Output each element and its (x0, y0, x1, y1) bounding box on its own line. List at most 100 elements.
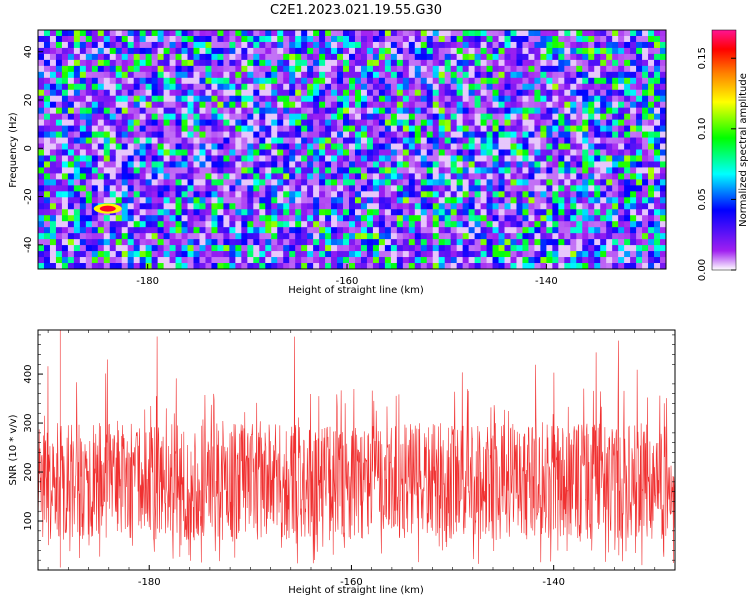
heatmap-cell (313, 77, 320, 85)
heatmap-cell (97, 119, 105, 127)
heatmap-cell (600, 71, 607, 79)
heatmap-cell (91, 30, 99, 37)
heatmap-cell (38, 47, 45, 55)
heatmap-cell (600, 179, 607, 186)
heatmap-cell (49, 131, 57, 138)
heatmap-cell (606, 35, 613, 43)
heatmap-cell (660, 71, 666, 79)
heatmap-cell (331, 185, 338, 192)
heatmap-cell (43, 161, 51, 168)
heatmap-cell (606, 257, 613, 264)
heatmap-cell (540, 143, 547, 150)
heatmap-cell (414, 101, 422, 109)
heatmap-cell (480, 191, 487, 198)
heatmap-cell (331, 131, 338, 138)
heatmap-cell (193, 233, 200, 240)
heatmap-cell (145, 35, 153, 43)
heatmap-cell (61, 227, 69, 234)
heatmap-cell (480, 41, 487, 49)
heatmap-cell (642, 197, 649, 204)
heatmap-cell (444, 161, 452, 168)
heatmap-cell (450, 149, 458, 156)
heatmap-cell (576, 143, 583, 150)
heatmap-cell (121, 209, 129, 216)
heatmap-cell (97, 167, 105, 174)
heatmap-cell (414, 209, 422, 216)
heatmap-cell (175, 95, 182, 103)
heatmap-cell (444, 113, 452, 121)
heatmap-cell (384, 221, 392, 228)
heatmap-cell (408, 113, 416, 121)
heatmap-cell (253, 143, 260, 150)
heatmap-cell (97, 59, 105, 67)
heatmap-cell (175, 173, 182, 180)
heatmap-cell (534, 173, 541, 180)
heatmap-cell (223, 47, 230, 55)
heatmap-cell (163, 30, 170, 37)
heatmap-cell (157, 35, 164, 43)
heatmap-cell (522, 53, 529, 61)
heatmap-cell (241, 257, 248, 264)
heatmap-cell (402, 233, 410, 240)
heatmap-cell (229, 137, 236, 144)
heatmap-cell (301, 245, 308, 252)
heatmap-cell (540, 30, 547, 37)
heatmap-cell (438, 161, 446, 168)
heatmap-cell (546, 59, 553, 67)
heatmap-cell (402, 197, 410, 204)
heatmap-cell (307, 125, 314, 132)
heatmap-cell (169, 83, 176, 91)
heatmap-cell (360, 179, 368, 186)
heatmap-cell (534, 191, 541, 198)
heatmap-cell (283, 227, 290, 234)
heatmap-cell (241, 263, 248, 269)
heatmap-cell (606, 119, 613, 127)
heatmap-cell (534, 101, 541, 109)
heatmap-cell (612, 239, 619, 246)
heatmap-cell (121, 143, 129, 150)
heatmap-cell (480, 125, 487, 132)
heatmap-cell (145, 257, 153, 264)
heatmap-cell (241, 137, 248, 144)
heatmap-cell (564, 101, 571, 109)
heatmap-cell (402, 161, 410, 168)
heatmap-cell (432, 107, 440, 115)
heatmap-cell (115, 155, 123, 162)
heatmap-cell (468, 101, 476, 109)
heatmap-cell (331, 167, 338, 174)
heatmap-cell (354, 131, 362, 138)
heatmap-cell (247, 209, 254, 216)
heatmap-cell (504, 173, 511, 180)
heatmap-cell (61, 185, 69, 192)
heatmap-cell (618, 30, 625, 37)
heatmap-cell (612, 59, 619, 67)
heatmap-cell (313, 83, 320, 91)
heatmap-cell (151, 83, 159, 91)
heatmap-cell (103, 191, 111, 198)
heatmap-cell (325, 47, 332, 55)
heatmap-cell (205, 143, 212, 150)
heatmap-cell (349, 203, 356, 210)
heatmap-cell (67, 41, 75, 49)
heatmap-cell (199, 149, 206, 156)
heatmap-cell (187, 239, 194, 246)
heatmap-cell (61, 233, 69, 240)
heatmap-cell (390, 215, 398, 222)
heatmap-cell (426, 263, 434, 269)
heatmap-cell (570, 245, 577, 252)
heatmap-cell (408, 167, 416, 174)
heatmap-cell (636, 125, 643, 132)
heatmap-cell (648, 149, 655, 156)
heatmap-cell (444, 257, 452, 264)
heatmap-cell (438, 119, 446, 127)
heatmap-cell (163, 65, 170, 73)
heatmap-cell (163, 107, 170, 115)
heatmap-cell (480, 173, 487, 180)
heatmap-cell (420, 107, 428, 115)
heatmap-cell (390, 35, 398, 43)
heatmap-cell (127, 245, 135, 252)
heatmap-cell (91, 203, 99, 210)
heatmap-cell (187, 227, 194, 234)
heatmap-cell (97, 113, 105, 121)
heatmap-cell (247, 161, 254, 168)
